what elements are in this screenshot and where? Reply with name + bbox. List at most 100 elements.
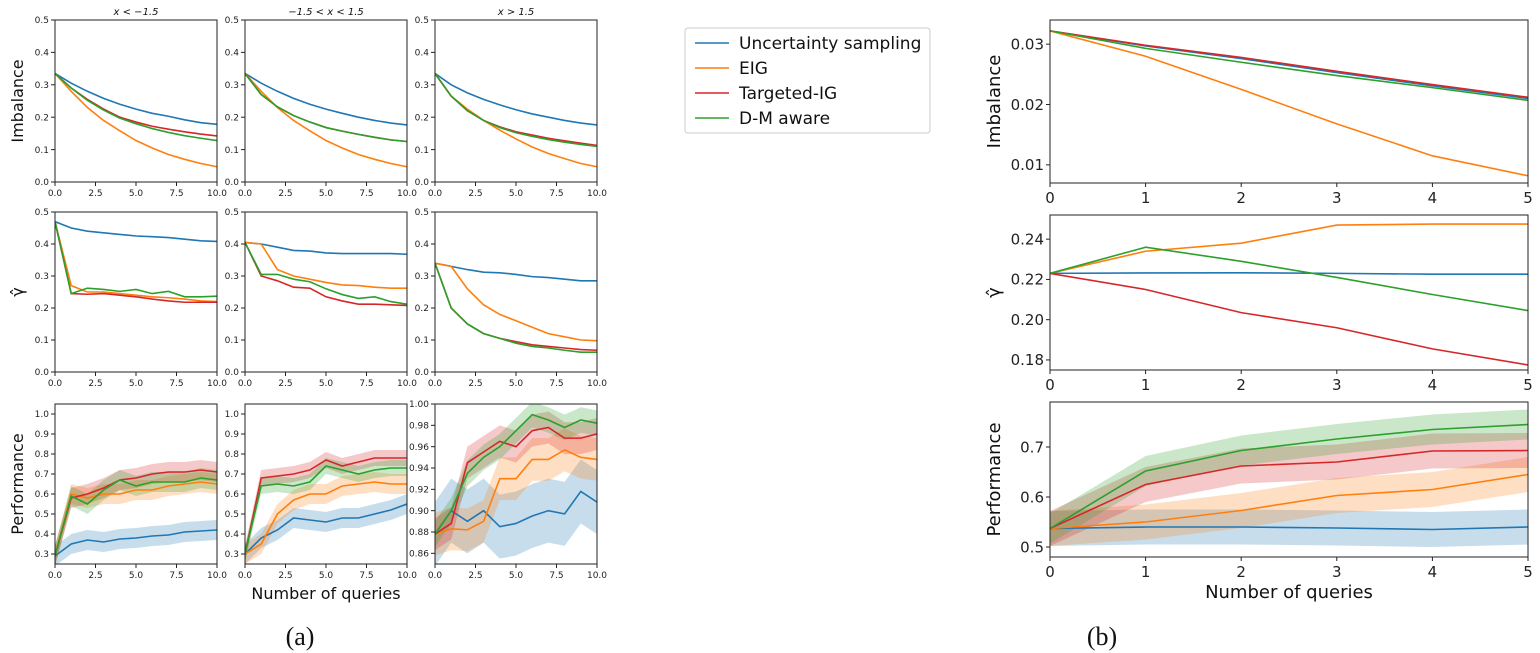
xtick-label: 2.5 <box>88 571 102 581</box>
ytick-label: 0.3 <box>35 272 49 282</box>
ytick-label: 0.3 <box>35 81 49 91</box>
line-b2-3 <box>1050 246 1528 312</box>
xtick-label: 10.0 <box>587 379 607 389</box>
ytick-label: 0.01 <box>1011 156 1044 174</box>
ytick-label: 0.5 <box>1020 538 1044 556</box>
ytick-label: 0.5 <box>35 208 49 218</box>
ytick-label: 0.3 <box>225 81 239 91</box>
xtick-label: 2.5 <box>468 189 482 199</box>
chart-a31: 0.0 2.5 5.0 7.5 10.0 0.3 0.4 0.5 0.6 0.7 0.8 0.9 1.0… <box>8 403 227 581</box>
ytick-label: 0.88 <box>409 528 429 538</box>
ytick-label: 0.5 <box>225 510 239 520</box>
ytick-label: 0.03 <box>1011 35 1044 53</box>
ytick-label: 0.1 <box>225 336 239 346</box>
legend: Uncertainty sampling EIG Targeted-IG D-M… <box>684 27 931 134</box>
xtick-label: 3 <box>1332 376 1342 394</box>
line-a21-2 <box>55 221 217 304</box>
caption-b: (b) <box>1087 622 1117 651</box>
ytick-label: 0.9 <box>35 430 50 440</box>
line-b3-2 <box>1050 449 1528 530</box>
chart-a32: 0.0 2.5 5.0 7.5 10.0 0.3 0.4 0.5 0.6 0.7 0.8 0.9 1.0… <box>225 403 417 603</box>
xtick-label: 5 <box>1523 376 1533 394</box>
ytick-label: 0.2 <box>35 113 49 123</box>
line-a22-1 <box>245 241 407 289</box>
xtick-label: 2 <box>1236 563 1246 581</box>
band-a32-3 <box>245 458 407 562</box>
y-axis-label: Performance <box>8 433 27 534</box>
xtick-label: 0 <box>1045 189 1055 207</box>
xtick-label: 2 <box>1236 189 1246 207</box>
xtick-label: 2.5 <box>278 379 292 389</box>
line-b1-2 <box>1050 30 1528 99</box>
band-a33-3 <box>435 404 597 547</box>
line-a23-3 <box>435 262 597 353</box>
legend-label-targeted-ig: Targeted-IG <box>738 84 837 104</box>
line-a33-1 <box>435 448 597 535</box>
band-a32-1 <box>245 472 407 564</box>
xtick-label: 5.0 <box>509 571 524 581</box>
xtick-label: 5.0 <box>129 571 144 581</box>
line-a33-2 <box>435 426 597 535</box>
plot-area <box>1050 409 1528 547</box>
line-a32-1 <box>245 481 407 555</box>
chart-a33: 0.0 2.5 5.0 7.5 10.0 0.86 0.88 0.90 0.92 0.94 0.96… <box>409 400 607 581</box>
band-a33-1 <box>435 428 597 556</box>
ytick-label: 0.2 <box>415 304 429 314</box>
xtick-label: 10.0 <box>587 189 607 199</box>
ytick-label: 0.2 <box>225 113 239 123</box>
line-a31-3 <box>55 477 217 557</box>
axes-frame <box>434 19 598 183</box>
xtick-label: 10.0 <box>397 189 417 199</box>
caption-a: (a) <box>286 622 315 651</box>
ytick-label: 0.98 <box>409 421 429 431</box>
xtick-label: 2.5 <box>278 571 292 581</box>
xtick-label: 0 <box>1045 563 1055 581</box>
line-a21-3 <box>55 221 217 298</box>
band-a32-0 <box>245 494 407 564</box>
ytick-label: 0.02 <box>1011 96 1044 114</box>
xtick-label: 0.0 <box>428 189 443 199</box>
line-b2-1 <box>1050 223 1528 275</box>
xtick-label: 5 <box>1523 563 1533 581</box>
xtick-label: 0 <box>1045 376 1055 394</box>
xtick-label: 7.5 <box>359 379 373 389</box>
xtick-label: 0.0 <box>428 379 443 389</box>
chart-title: x < −1.5 <box>113 7 159 18</box>
chart-title: x > 1.5 <box>497 7 535 18</box>
line-a31-0 <box>55 529 217 557</box>
line-a32-3 <box>245 465 407 555</box>
line-a11-3 <box>55 72 217 142</box>
x-axis-label: Number of queries <box>251 584 400 603</box>
plot-area <box>245 241 407 307</box>
ytick-label: 0.1 <box>225 146 239 156</box>
ytick-label: 0.5 <box>35 510 49 520</box>
plot-area <box>55 72 217 168</box>
xtick-label: 0.0 <box>238 571 253 581</box>
line-b1-1 <box>1050 30 1528 177</box>
xtick-label: 2.5 <box>278 189 292 199</box>
ytick-label: 0.90 <box>409 507 429 517</box>
line-a33-0 <box>435 490 597 535</box>
xtick-label: 7.5 <box>549 571 563 581</box>
xtick-label: 10.0 <box>397 379 417 389</box>
plot-area <box>1050 30 1528 177</box>
legend-label-eig: EIG <box>739 59 768 79</box>
xtick-label: 5.0 <box>319 571 334 581</box>
band-a32-2 <box>245 450 407 562</box>
line-a33-3 <box>435 413 597 535</box>
line-b3-1 <box>1050 473 1528 530</box>
band-a31-1 <box>55 472 217 564</box>
xtick-label: 1 <box>1141 563 1151 581</box>
line-a12-0 <box>245 72 407 126</box>
chart-b2: 0 1 2 3 4 5 0.18 0.20 0.22 0.24 γ̂ <box>984 214 1533 394</box>
ytick-label: 0.2 <box>225 304 239 314</box>
xtick-label: 10.0 <box>207 571 227 581</box>
ytick-label: 0.96 <box>409 443 429 453</box>
band-b3-3 <box>1050 409 1528 544</box>
line-a22-0 <box>245 241 407 256</box>
line-a13-1 <box>435 72 597 168</box>
line-b1-3 <box>1050 30 1528 102</box>
y-axis-label: Imbalance <box>8 59 27 142</box>
y-axis-label: γ̂ <box>984 287 1005 298</box>
band-a31-0 <box>55 520 217 564</box>
